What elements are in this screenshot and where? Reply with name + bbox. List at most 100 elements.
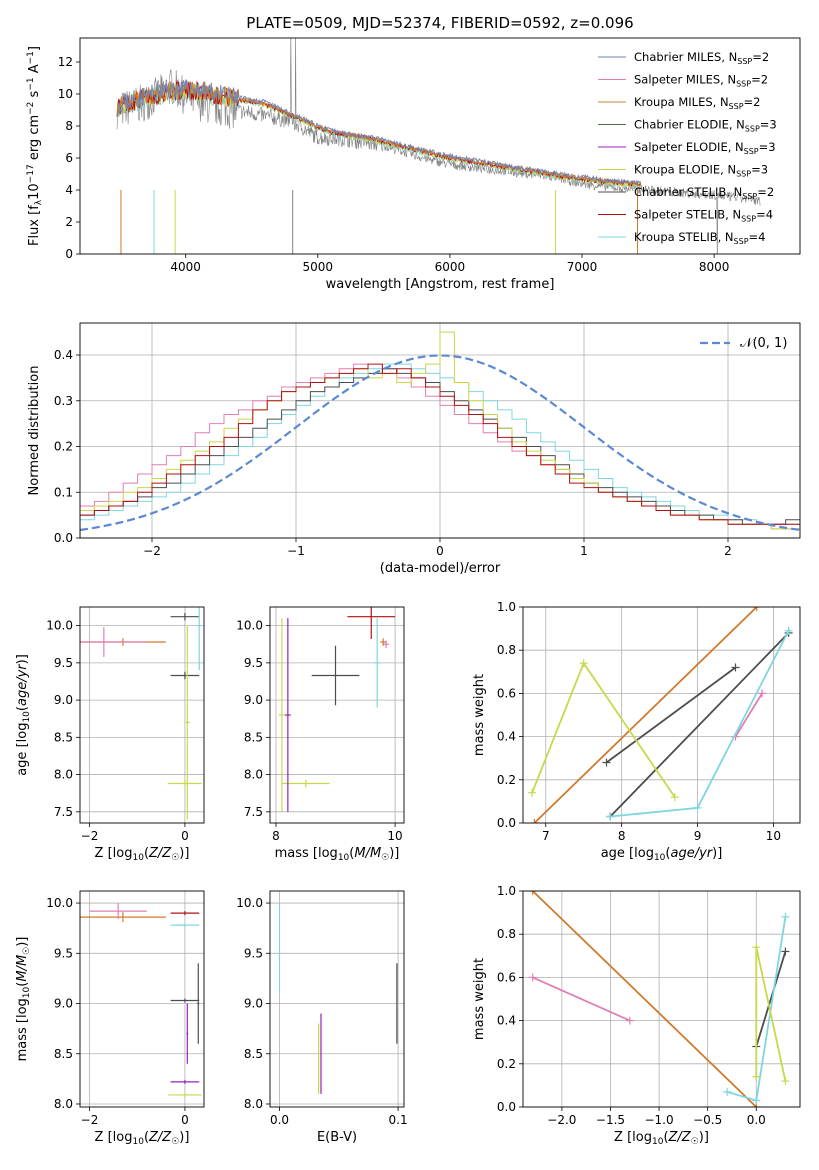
axes-frame bbox=[269, 606, 405, 824]
weight-marker bbox=[723, 1087, 732, 1096]
normal-curve bbox=[80, 354, 800, 532]
weight-marker bbox=[731, 663, 740, 672]
y-tick-label: 0.6 bbox=[497, 686, 516, 700]
y-tick-label: 8.5 bbox=[244, 1047, 263, 1061]
figure-title: PLATE=0509, MJD=52374, FIBERID=0592, z=0… bbox=[246, 14, 633, 32]
weight-vs-age-plot-area bbox=[528, 607, 793, 823]
model-spectrum-line bbox=[116, 79, 642, 186]
y-axis-label: mass weight bbox=[472, 958, 487, 1040]
error-bar-point bbox=[311, 645, 360, 706]
y-tick-label: 0.2 bbox=[497, 1057, 516, 1071]
age-vs-mass-plot-area bbox=[278, 607, 396, 812]
weight-marker bbox=[579, 659, 588, 668]
x-axis-label: E(B-V) bbox=[317, 1130, 357, 1145]
mass-vs-Z-plot-area bbox=[80, 903, 202, 1097]
legend-label: 𝒩(0, 1) bbox=[740, 336, 787, 351]
mass-vs-Z-panel: −2 0 8.0 8.5 9.0 9.5 10.0 Z [log10(Z/Z☉)] mass [… bbox=[15, 890, 205, 1147]
y-axis-label: age [log10(age/yr)] bbox=[15, 654, 32, 776]
y-tick-label: 0.4 bbox=[54, 348, 73, 362]
y-tick-label: 0.3 bbox=[54, 394, 73, 408]
error-bar-point bbox=[170, 1079, 200, 1084]
x-axis-label: wavelength [Angstrom, rest frame] bbox=[326, 277, 555, 292]
error-bar-point bbox=[196, 607, 202, 671]
error-bar-point bbox=[281, 779, 330, 788]
x-tick-label: −1.5 bbox=[596, 1113, 625, 1127]
weight-marker bbox=[758, 689, 767, 698]
y-tick-label: 10.0 bbox=[46, 619, 73, 633]
axes-frame bbox=[522, 606, 801, 824]
error-bar-point bbox=[89, 903, 147, 920]
y-tick-label: 4 bbox=[65, 183, 73, 197]
x-axis-label: (data-model)/error bbox=[380, 561, 501, 576]
y-tick-label: 8.5 bbox=[244, 730, 263, 744]
weight-line bbox=[531, 661, 676, 798]
y-tick-label: 10.0 bbox=[46, 896, 73, 910]
legend-label: Salpeter STELIB, NSSP=4 bbox=[634, 208, 773, 224]
weight-line bbox=[755, 951, 787, 1047]
error-bar-point bbox=[347, 607, 396, 640]
error-bar-point bbox=[170, 612, 200, 621]
y-tick-label: 8.0 bbox=[244, 768, 263, 782]
axes-frame bbox=[79, 890, 205, 1108]
y-tick-label: 9.5 bbox=[54, 656, 73, 670]
x-tick-label: 0 bbox=[181, 1113, 189, 1127]
y-tick-label: 0.2 bbox=[497, 773, 516, 787]
x-tick-label: −2 bbox=[81, 829, 99, 843]
y-tick-label: 9.0 bbox=[54, 997, 73, 1011]
weight-marker bbox=[752, 607, 761, 611]
axes-frame bbox=[79, 37, 801, 255]
y-tick-label: 8 bbox=[65, 119, 73, 133]
error-bar-point bbox=[186, 1003, 189, 1064]
y-tick-label: 0.0 bbox=[497, 1100, 516, 1114]
x-tick-label: 0.1 bbox=[389, 1113, 408, 1127]
error-bar-point bbox=[278, 618, 285, 812]
y-tick-label: 9.0 bbox=[244, 693, 263, 707]
y-tick-label: 9.0 bbox=[54, 693, 73, 707]
model-spectrum-line bbox=[116, 79, 642, 188]
x-tick-label: 8000 bbox=[699, 260, 730, 274]
mass-vs-EBV-plot-area bbox=[278, 903, 398, 1094]
error-bar-point bbox=[170, 671, 200, 680]
weight-line bbox=[533, 607, 758, 823]
y-tick-label: 0.1 bbox=[54, 485, 73, 499]
weight-vs-Z-plot-area bbox=[528, 891, 790, 1107]
weight-line bbox=[734, 692, 763, 738]
weight-line bbox=[605, 666, 737, 764]
y-tick-label: 0.8 bbox=[497, 643, 516, 657]
axes-frame bbox=[269, 890, 405, 1108]
x-tick-label: 5000 bbox=[303, 260, 334, 274]
age-vs-Z-panel: −2 0 7.5 8.0 8.5 9.0 9.5 10.0 Z [log10(Z/Z☉)] age… bbox=[15, 606, 205, 863]
x-axis-label: age [log10(age/yr)] bbox=[601, 846, 723, 863]
axes-frame bbox=[522, 890, 801, 1108]
weight-vs-Z-panel: −2.0 −1.5 −1.0 −0.5 0.0 0.0 0.2 0.4 0.6 0.8 1.0 Z [… bbox=[472, 884, 801, 1147]
error-bar-point bbox=[284, 618, 291, 812]
x-tick-label: 7 bbox=[542, 829, 550, 843]
error-bar-point bbox=[197, 963, 200, 1044]
spectrum-plot-area bbox=[116, 38, 761, 254]
legend-label: Chabrier MILES, NSSP=2 bbox=[634, 50, 769, 66]
error-bar-point bbox=[380, 638, 387, 646]
weight-marker bbox=[781, 1077, 790, 1086]
y-tick-label: 10 bbox=[58, 87, 73, 101]
legend-label: Kroupa ELODIE, NSSP=3 bbox=[634, 163, 768, 179]
model-spectrum-line bbox=[116, 80, 642, 187]
x-tick-label: −2 bbox=[143, 544, 161, 558]
x-tick-label: 0 bbox=[436, 544, 444, 558]
x-tick-label: −2 bbox=[81, 1113, 99, 1127]
x-tick-label: 6000 bbox=[435, 260, 466, 274]
residuals-panel: −2 −1 0 1 2 0.0 0.1 0.2 0.3 0.4 (data-model)/error… bbox=[27, 322, 801, 576]
age-vs-mass-panel: 8 10 7.5 8.0 8.5 9.0 9.5 10.0 mass [log10(M/M☉)] bbox=[236, 606, 405, 863]
y-tick-label: 8.0 bbox=[244, 1097, 263, 1111]
weight-marker bbox=[781, 947, 790, 956]
y-tick-label: 0.0 bbox=[497, 816, 516, 830]
x-tick-label: 0 bbox=[181, 829, 189, 843]
error-bar-point bbox=[184, 625, 190, 820]
weight-marker bbox=[528, 891, 537, 895]
y-tick-label: 8.5 bbox=[54, 730, 73, 744]
error-bar-point bbox=[374, 618, 381, 708]
weight-marker bbox=[625, 1016, 634, 1025]
error-bar-point bbox=[80, 912, 166, 923]
y-tick-label: 1.0 bbox=[497, 600, 516, 614]
y-tick-label: 10.0 bbox=[236, 896, 263, 910]
